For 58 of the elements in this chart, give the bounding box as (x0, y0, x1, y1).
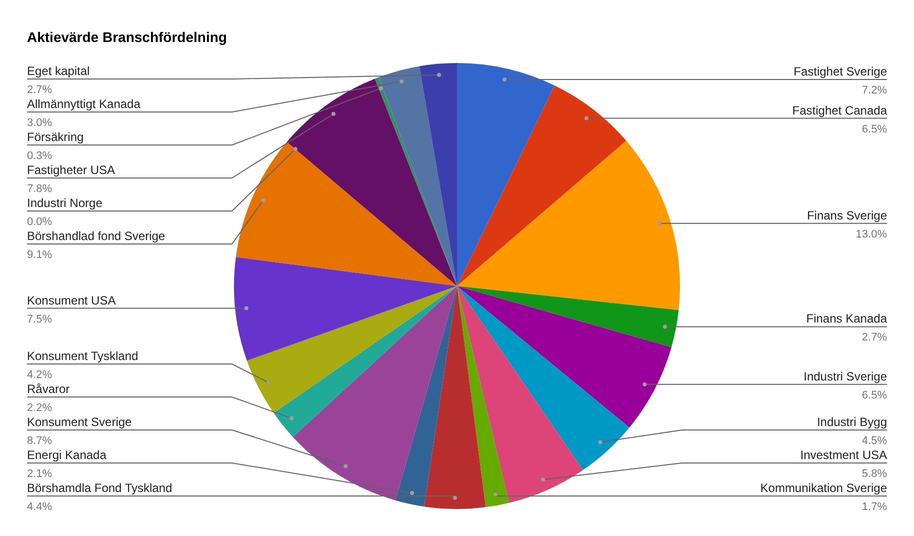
slice-label: Eget kapital (27, 64, 90, 78)
pie-slice (457, 63, 555, 286)
data-label: 7.5% (27, 313, 52, 326)
slice-label: Råvaror (27, 382, 70, 396)
slice-label: Konsument Sverige (27, 415, 132, 429)
slice-label: Finans Kanada (806, 312, 888, 326)
data-label: 13.0% (856, 228, 888, 240)
slice-label: Fastigheter USA (27, 163, 116, 177)
pie-slice (457, 286, 510, 508)
text: 0.0% (27, 216, 52, 228)
pie-slice (274, 286, 457, 437)
category-label: Industri Norge (27, 196, 102, 210)
pie-slice (457, 286, 584, 503)
pie-slice (395, 286, 457, 507)
pie-slice (236, 142, 457, 286)
slice-label: Fastighet Sverige (794, 64, 888, 79)
data-label: 2.2% (27, 402, 52, 414)
slice-label: Finans Sverige (806, 208, 888, 222)
data-label: 2.7% (27, 84, 52, 96)
data-label: 4.2% (27, 369, 52, 381)
pie-slice (292, 286, 457, 500)
pie-slice (457, 286, 679, 348)
data-label: 4.5% (862, 435, 888, 447)
data-label: 2.7% (862, 332, 888, 344)
slice-label: Börshamdla Fond Tyskland (27, 481, 172, 495)
pie-slice (457, 286, 630, 470)
data-label: 8.7% (27, 435, 52, 447)
slice-label: Energi Kanada (27, 448, 107, 462)
data-label: 3.0% (27, 117, 52, 129)
pie-slice (246, 286, 457, 413)
slice-label: Försäkring (27, 130, 84, 144)
data-label: 1.7% (862, 501, 888, 513)
data-label: 2.1% (27, 468, 52, 480)
pie-slice (457, 85, 626, 286)
pie-slice (424, 286, 486, 509)
data-label: 0.3% (27, 150, 52, 162)
data-label: 6.5% (862, 123, 888, 136)
pie-slice (234, 256, 457, 361)
data-label: 4.4% (27, 501, 52, 513)
chart-title: Aktievärde Branschfördelning (27, 29, 227, 45)
slice-label: Börshandlad fond Sverige (27, 229, 166, 243)
data-label: 6.5% (862, 389, 888, 402)
slice-label: Konsument Tyskland (27, 349, 138, 363)
slice-label: Allmännyttigt Kanada (27, 97, 141, 111)
slice-label: Fastighet Canada (792, 103, 888, 118)
pie-slice (457, 286, 672, 428)
data-label: 7.8% (27, 183, 52, 195)
pie-slice (286, 78, 457, 286)
data-label: 5.8% (862, 468, 888, 480)
pie-slice (457, 140, 680, 310)
data-label: 7.2% (862, 84, 888, 97)
pie-slice (419, 63, 457, 286)
slice-label: Industri Bygg (816, 415, 887, 429)
slice-label: Investment USA (800, 448, 887, 462)
slice-label: Industri Sverige (804, 369, 888, 384)
slice-label: Konsument USA (27, 293, 116, 308)
data-label: 9.1% (27, 249, 52, 261)
slice-label: Kommunikation Sverige (760, 481, 888, 495)
